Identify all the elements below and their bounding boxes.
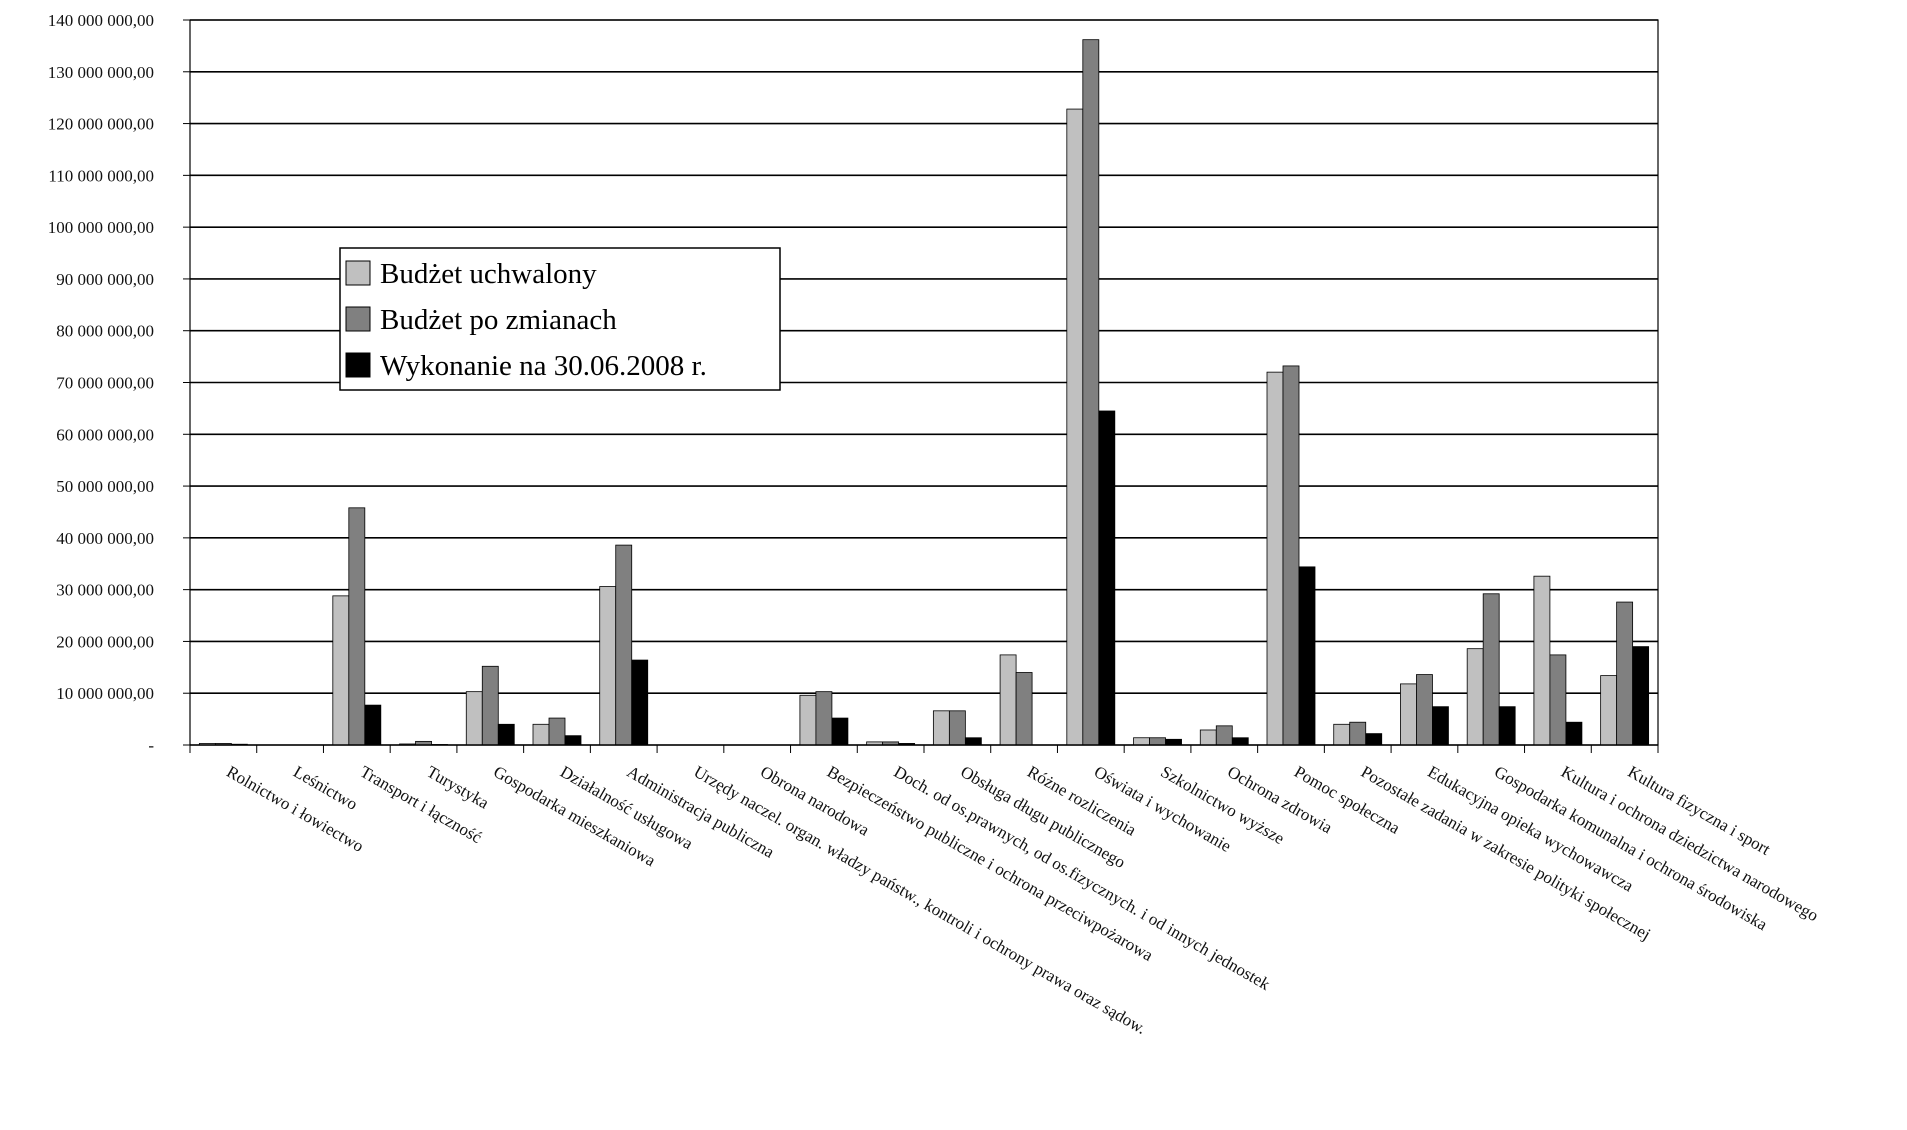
bar-series-2-category-15	[1149, 737, 1166, 746]
y-tick-label: 110 000 000,00	[48, 166, 154, 185]
bar-series-3-category-17	[1298, 566, 1316, 746]
bar-series-1-category-19	[1400, 683, 1417, 746]
bar-series-1-category-22	[1600, 675, 1618, 746]
legend: Budżet uchwalony Budżet po zmianach Wykona…	[339, 247, 781, 391]
y-tick-label: 80 000 000,00	[56, 322, 154, 341]
bar-series-1-category-13	[999, 654, 1017, 746]
y-tick-label: -	[148, 736, 154, 755]
bar-series-1-category-21	[1533, 575, 1551, 746]
bar-series-2-category-17	[1282, 365, 1300, 746]
y-tick-label: 140 000 000,00	[48, 11, 154, 30]
bar-series-3-category-7	[631, 659, 649, 746]
bar-series-1-category-20	[1466, 648, 1484, 746]
bar-series-1-category-17	[1266, 371, 1284, 746]
bar-series-2-category-21	[1549, 654, 1567, 746]
bar-series-2-category-12	[948, 710, 966, 746]
bar-series-3-category-3	[364, 704, 382, 746]
bar-series-3-category-12	[964, 737, 982, 746]
bar-series-1-category-10	[799, 694, 817, 746]
bar-series-1-category-14	[1066, 108, 1084, 746]
bar-series-2-category-14	[1082, 39, 1100, 746]
y-tick-label: 50 000 000,00	[56, 477, 154, 496]
bar-series-3-category-6	[564, 735, 582, 746]
y-tick-label: 130 000 000,00	[48, 63, 154, 82]
legend-box	[339, 247, 781, 391]
bar-series-3-category-20	[1498, 706, 1516, 746]
y-tick-label: 60 000 000,00	[56, 425, 154, 444]
bar-series-2-category-6	[548, 717, 566, 746]
bar-series-2-category-22	[1616, 601, 1634, 746]
bar-series-2-category-10	[815, 691, 833, 746]
bar-series-3-category-10	[831, 717, 849, 746]
bar-series-1-category-5	[465, 691, 483, 746]
legend-swatch	[345, 260, 371, 286]
bar-series-3-category-21	[1565, 721, 1583, 746]
bar-series-3-category-18	[1365, 733, 1383, 746]
bar-series-1-category-3	[332, 595, 350, 746]
bar-series-2-category-7	[615, 544, 633, 746]
legend-label: Budżet po zmianach	[380, 304, 617, 336]
bar-series-1-category-6	[532, 723, 550, 746]
x-tick-label: Transport i łączność	[357, 762, 486, 847]
bar-series-2-category-13	[1015, 672, 1033, 746]
bar-series-3-category-15	[1165, 738, 1182, 746]
y-tick-label: 90 000 000,00	[56, 270, 154, 289]
y-tick-label: 100 000 000,00	[48, 218, 154, 237]
bar-series-3-category-22	[1632, 646, 1650, 746]
y-tick-label: 70 000 000,00	[56, 374, 154, 393]
bar-series-2-category-18	[1349, 721, 1367, 746]
bar-series-2-category-3	[348, 507, 366, 746]
legend-swatch	[345, 352, 371, 378]
y-tick-label: 20 000 000,00	[56, 632, 154, 651]
bar-series-3-category-19	[1432, 706, 1449, 746]
bar-series-3-category-5	[497, 723, 515, 746]
legend-label: Budżet uchwalony	[380, 258, 597, 290]
x-tick-label: Gospodarka komunalna i ochrona środowisk…	[1491, 762, 1771, 934]
y-tick-label: 40 000 000,00	[56, 529, 154, 548]
bar-series-1-category-7	[599, 586, 617, 746]
bar-series-3-category-16	[1231, 737, 1249, 746]
bar-series-2-category-19	[1416, 674, 1433, 746]
legend-label: Wykonanie na 30.06.2008 r.	[380, 350, 707, 382]
bar-series-1-category-18	[1333, 723, 1351, 746]
bar-series-3-category-14	[1098, 410, 1116, 746]
legend-swatch	[345, 306, 371, 332]
y-tick-label: 120 000 000,00	[48, 115, 154, 134]
bar-series-2-category-20	[1482, 593, 1500, 746]
bar-series-2-category-5	[481, 665, 499, 746]
bar-series-1-category-16	[1199, 729, 1217, 746]
bar-series-1-category-15	[1133, 737, 1150, 746]
y-tick-label: 10 000 000,00	[56, 684, 154, 703]
bar-series-1-category-12	[932, 710, 950, 746]
y-tick-label: 30 000 000,00	[56, 581, 154, 600]
bar-series-2-category-16	[1215, 725, 1233, 746]
